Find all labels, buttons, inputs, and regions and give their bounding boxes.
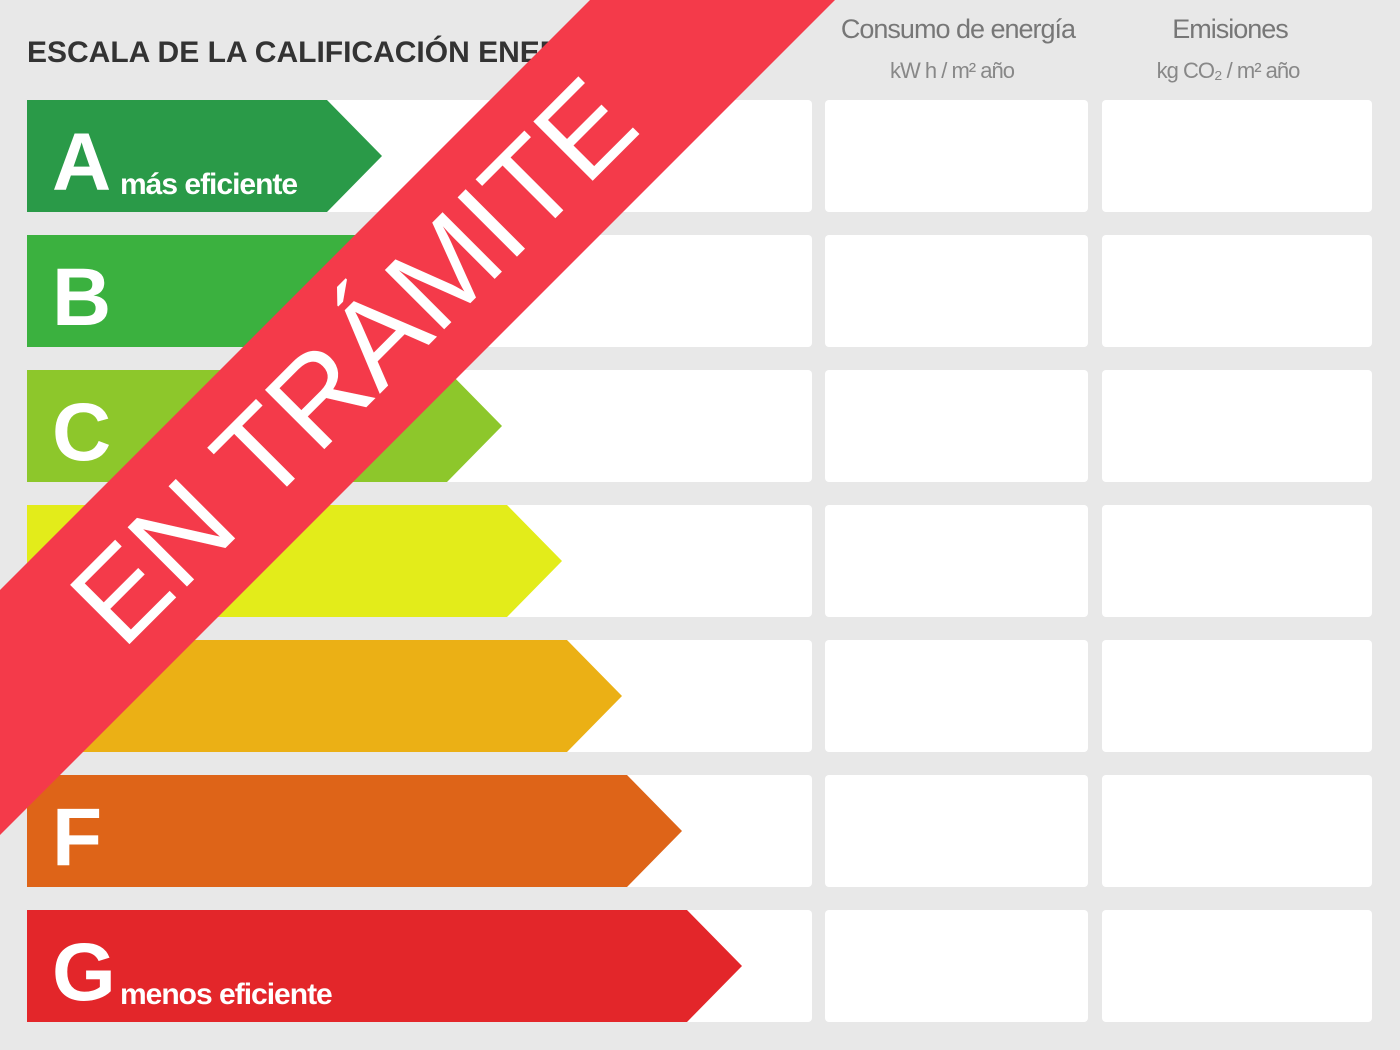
cell (1102, 775, 1372, 887)
cell (825, 100, 1088, 212)
rating-letter: C (52, 387, 111, 478)
cell (825, 235, 1088, 347)
column-unit: kg CO₂ / m² año (1157, 58, 1300, 83)
cell (825, 775, 1088, 887)
column-title: Emisiones (1172, 14, 1288, 44)
cell (1102, 505, 1372, 617)
cell (1102, 370, 1372, 482)
cell (825, 505, 1088, 617)
rating-letter: A (52, 117, 111, 208)
rating-row: B (27, 235, 1372, 347)
rating-arrow (27, 910, 742, 1022)
rating-letter: F (52, 792, 102, 883)
cell (825, 910, 1088, 1022)
rating-row: F (27, 775, 1372, 887)
rating-arrow (27, 640, 622, 752)
cell (1102, 640, 1372, 752)
rating-arrow (27, 775, 682, 887)
cell (1102, 910, 1372, 1022)
banner-band (0, 0, 835, 835)
rating-letter: G (52, 927, 116, 1018)
rating-letter: B (52, 252, 111, 343)
rating-note: menos eficiente (120, 978, 332, 1011)
column-unit: kW h / m² año (890, 58, 1015, 83)
rating-note: más eficiente (120, 168, 297, 201)
rating-arrow (27, 100, 382, 212)
column-title: Consumo de energía (841, 14, 1077, 44)
cell (1102, 235, 1372, 347)
cell (1102, 100, 1372, 212)
cell (825, 640, 1088, 752)
cell (825, 370, 1088, 482)
rating-row: E (27, 640, 1372, 752)
